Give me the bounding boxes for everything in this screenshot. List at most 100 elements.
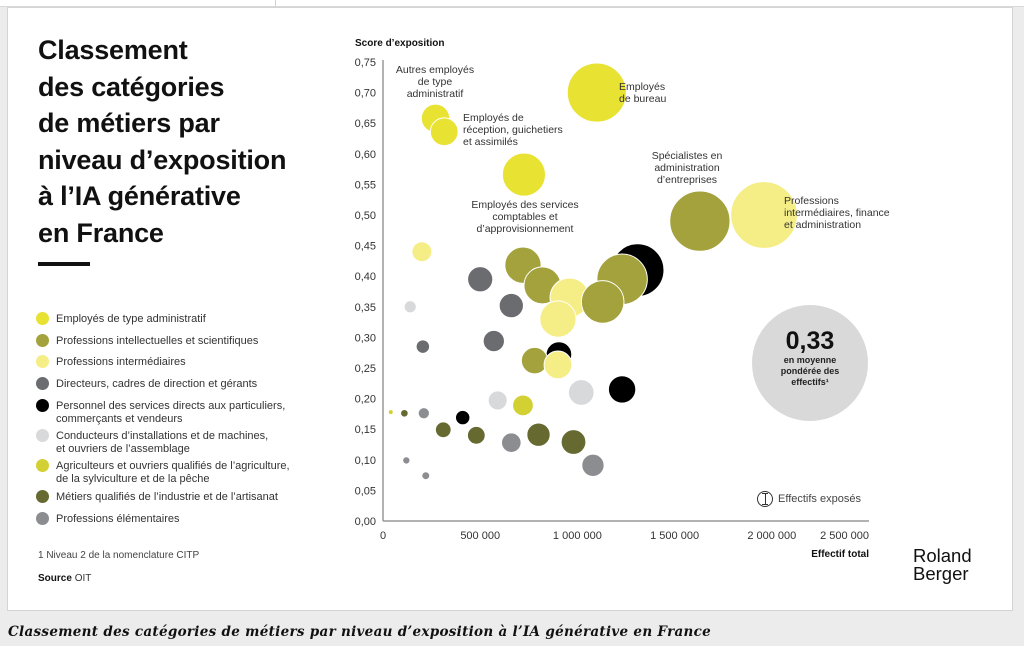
bubble-annotation: Employés des services comptables et d’appr… [471,199,578,235]
bubble-cond [487,390,508,411]
legend-label: Agriculteurs et ouvriers qualifiés de l’… [56,460,290,485]
legend-swatch [36,334,49,347]
bubble-elem [500,432,522,453]
bubble-indus [466,425,486,445]
y-tick-label: 0,20 [355,394,376,406]
bubble-agri [512,394,534,417]
bubble-inter [411,241,433,263]
bubble-inter [543,350,573,380]
bubble-inter [730,181,798,249]
legend-item-inter: Professions intermédiaires [36,355,186,369]
legend-label: Professions élémentaires [56,513,180,525]
bubble-elem [417,407,430,420]
bubble-annotation: Employés de réception, guichetiers et assi… [463,112,563,148]
y-tick-label: 0,00 [355,516,376,528]
bubble-indus [434,421,452,439]
bubble-annotation: Spécialistes en administration d’entrepris… [652,150,723,186]
y-tick-label: 0,65 [355,118,376,130]
y-tick-label: 0,60 [355,149,376,161]
bubble-admin [566,62,627,123]
legend-swatch [36,490,49,503]
legend-swatch [36,512,49,525]
source-label: Source [38,573,72,584]
y-tick-label: 0,55 [355,179,376,191]
bubble-indus [526,422,551,447]
legend-item-intel: Professions intellectuelles et scientifi… [36,334,259,348]
bubble-admin [429,117,459,147]
bubble-dir [482,329,505,353]
bubble-dir [415,339,431,354]
legend-item-agri: Agriculteurs et ouvriers qualifiés de l’… [36,459,290,485]
x-tick-label: 500 000 [460,530,500,542]
legend-item-admin: Employés de type administratif [36,312,206,326]
legend-label: Employés de type administratif [56,313,206,325]
legend-item-serv: Personnel des services directs aux parti… [36,399,286,425]
legend-item-indus: Métiers qualifiés de l’industrie et de l… [36,490,278,504]
bubble-intel [520,346,549,375]
bubble-indus [400,408,409,418]
bubble-agri [387,409,394,416]
y-tick-label: 0,70 [355,88,376,100]
size-key-icon [757,491,773,507]
legend-label: Conducteurs d’installations et de machin… [56,430,269,455]
average-value: 0,33 [785,327,835,355]
y-tick-label: 0,30 [355,332,376,344]
legend-swatch [36,355,49,368]
bubble-cond [403,300,417,314]
legend-label: Personnel des services directs aux parti… [56,400,286,425]
legend-label: Métiers qualifiés de l’industrie et de l… [56,491,278,503]
legend-item-dir: Directeurs, cadres de direction et géran… [36,377,258,391]
y-tick-label: 0,75 [355,57,376,69]
y-tick-label: 0,25 [355,363,376,375]
y-tick-label: 0,40 [355,271,376,283]
legend-label: Professions intermédiaires [56,356,186,368]
x-tick-label: 2 500 000 [820,530,869,542]
y-tick-label: 0,45 [355,241,376,253]
size-key: Effectifs exposés [757,491,861,507]
legend-label: Professions intellectuelles et scientifi… [56,335,259,347]
y-tick-label: 0,10 [355,455,376,467]
figure-title: Classement des catégories de métiers par… [38,35,287,248]
y-axis-title: Score d’exposition [355,38,444,49]
legend-item-elem: Professions élémentaires [36,512,180,526]
legend-label: Directeurs, cadres de direction et géran… [56,378,258,390]
bubble-annotation: Autres employés de type administratif [396,64,474,100]
bubble-elem [402,456,411,465]
size-key-label: Effectifs exposés [778,493,861,505]
source-value: OIT [74,573,92,584]
bubble-serv [607,375,637,404]
bubble-intel [580,280,625,324]
window-top-bar [0,0,1024,7]
average-label: en moyenne pondérée des effectifs¹ [780,355,840,387]
y-tick-label: 0,35 [355,302,376,314]
bubble-annotation: Employés de bureau [619,81,666,105]
legend-swatch [36,429,49,442]
y-tick-label: 0,05 [355,485,376,497]
x-axis-title: Effectif total [811,549,869,560]
bubble-dir [467,266,494,293]
source-line: Source OIT [38,573,91,584]
bubble-admin [501,152,547,197]
average-badge: 0,33 en moyenne pondérée des effectifs¹ [752,305,868,421]
bubble-cond [567,379,595,406]
bubble-intel [669,190,731,252]
bubble-annotation: Professions intermédiaires, finance et adm… [784,195,890,231]
y-tick-label: 0,50 [355,210,376,222]
legend-swatch [36,312,49,325]
footnote: 1 Niveau 2 de la nomenclature CITP [38,550,200,561]
title-underline [38,262,90,266]
x-tick-label: 1 000 000 [553,530,602,542]
bubble-serv [454,409,471,426]
bubble-elem [581,453,605,477]
x-tick-label: 0 [380,530,386,542]
roland-berger-logo: Roland Berger [913,545,972,584]
x-tick-label: 2 000 000 [747,530,796,542]
y-tick-label: 0,15 [355,424,376,436]
bubble-dir [498,292,524,319]
bubble-elem [421,471,431,481]
legend-swatch [36,377,49,390]
legend-swatch [36,459,49,472]
bubble-inter [539,300,577,338]
legend-item-cond: Conducteurs d’installations et de machin… [36,429,269,455]
